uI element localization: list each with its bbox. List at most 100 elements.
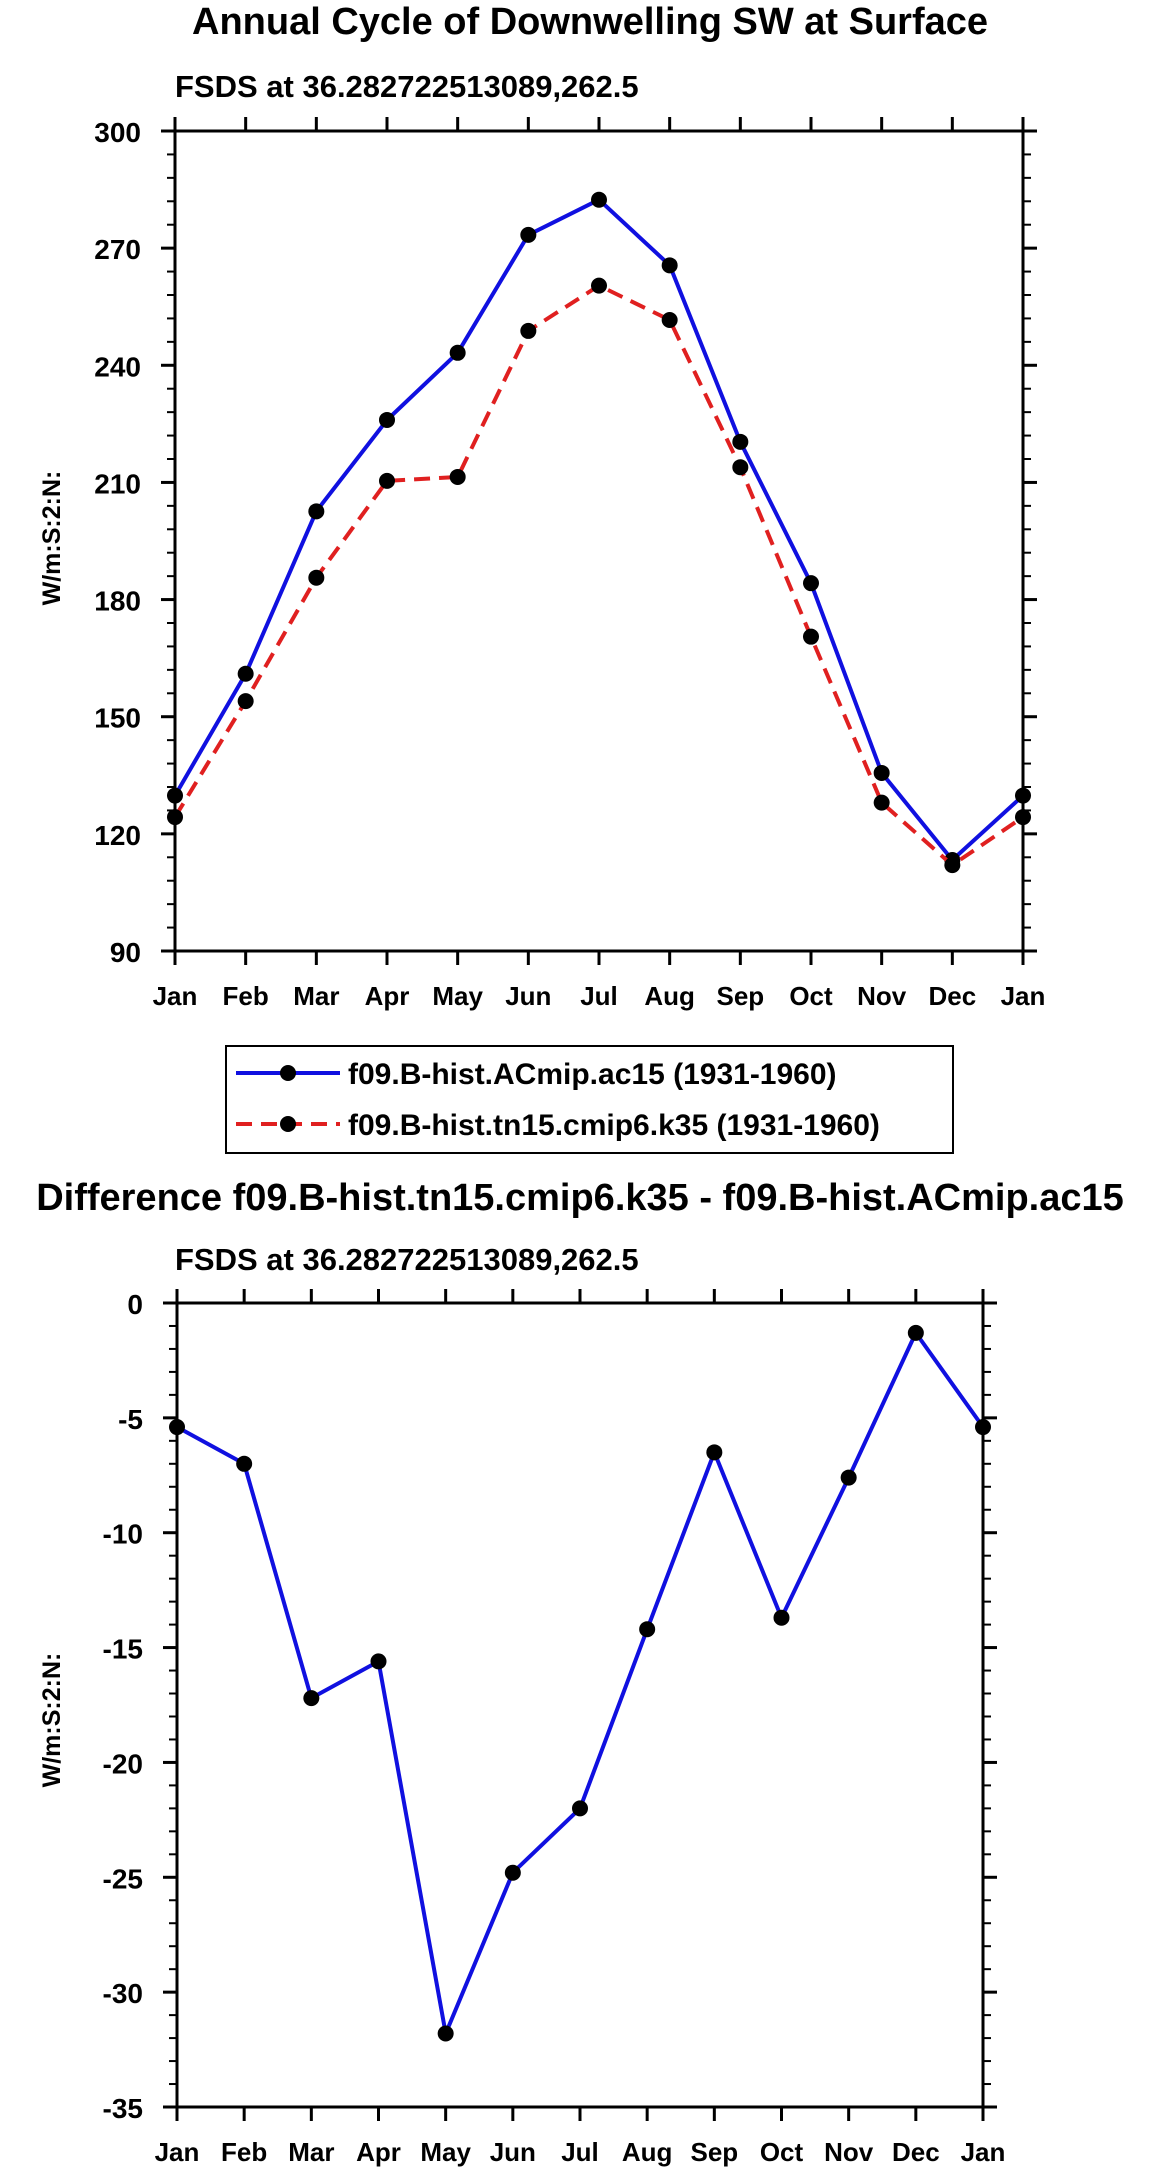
x-tick-label: May — [432, 981, 483, 1011]
x-tick-label: Jan — [1001, 981, 1046, 1011]
y-tick-label: -20 — [103, 1748, 143, 1779]
axis-ticks — [161, 117, 1037, 965]
plot-frame — [173, 129, 1025, 953]
x-tick-label: Aug — [622, 2137, 673, 2167]
plot-frame — [175, 1301, 985, 2109]
data-point — [572, 1800, 588, 1817]
y-tick-label: 90 — [110, 937, 141, 968]
x-tick-label: Apr — [356, 2137, 401, 2167]
data-point — [873, 794, 890, 811]
y-tick-label: -25 — [103, 1863, 143, 1894]
x-tick-label: Sep — [716, 981, 764, 1011]
x-tick-labels: Jan Feb Mar Apr May Jun Jul Aug Sep Oct Nov Dec Jan — [155, 2137, 1006, 2167]
y-tick-label: 300 — [94, 117, 141, 148]
x-tick-label: Dec — [892, 2137, 940, 2167]
y-tick-label: 150 — [94, 703, 141, 734]
x-tick-label: Nov — [857, 981, 907, 1011]
x-tick-label: Oct — [789, 981, 833, 1011]
data-point — [379, 472, 395, 489]
x-tick-label: Feb — [223, 981, 269, 1011]
legend-marker-series-1 — [280, 1065, 296, 1081]
y-tick-label: -10 — [103, 1519, 143, 1550]
data-point — [661, 311, 678, 328]
y-axis-label: W/m:S:2:N: — [38, 471, 66, 606]
data-point — [504, 1864, 521, 1881]
series-line — [176, 1330, 985, 2036]
y-tick-label: -15 — [103, 1634, 143, 1665]
data-point — [803, 628, 819, 645]
legend: f09.B-hist.ACmip.ac15 (1931-1960) f09.B-… — [225, 1045, 954, 1154]
data-point — [308, 569, 325, 586]
data-point — [591, 191, 607, 208]
data-point — [449, 468, 466, 485]
x-tick-label: May — [420, 2137, 471, 2167]
data-point — [944, 857, 961, 874]
data-point — [661, 257, 678, 274]
y-tick-label: 120 — [94, 820, 141, 851]
legend-box — [225, 1045, 954, 1154]
x-tick-label: Apr — [365, 981, 410, 1011]
legend-label-series-1: f09.B-hist.ACmip.ac15 (1931-1960) — [348, 1058, 837, 1091]
data-point — [236, 1455, 253, 1472]
series-group — [169, 1324, 991, 2042]
data-point — [449, 344, 466, 361]
data-point — [706, 1444, 723, 1461]
legend-label-series-2: f09.B-hist.tn15.cmip6.k35 (1931-1960) — [348, 1109, 880, 1142]
annual-cycle-chart: Annual Cycle of Downwelling SW at Surfac… — [38, 1, 1045, 1011]
x-tick-label: Sep — [690, 2137, 738, 2167]
x-tick-label: Dec — [928, 981, 976, 1011]
data-point — [520, 322, 537, 339]
y-tick-label: 0 — [127, 1289, 143, 1320]
data-point — [437, 2025, 454, 2042]
x-tick-label: Jun — [490, 2137, 536, 2167]
data-point — [237, 693, 254, 710]
y-tick-label: 270 — [94, 234, 141, 265]
data-point — [840, 1469, 857, 1486]
difference-chart: Difference f09.B-hist.tn15.cmip6.k35 - f… — [36, 1177, 1124, 2167]
data-point — [379, 411, 395, 428]
chart-subtitle: FSDS at 36.282722513089,262.5 — [175, 69, 639, 104]
x-tick-label: Jun — [505, 981, 551, 1011]
data-point — [237, 665, 254, 682]
data-point — [803, 575, 819, 592]
data-point — [308, 503, 325, 520]
data-point — [732, 459, 749, 476]
chart-title: Annual Cycle of Downwelling SW at Surfac… — [192, 1, 988, 43]
y-tick-label: 240 — [94, 351, 141, 382]
y-tick-label: 210 — [94, 468, 141, 499]
data-point — [907, 1324, 924, 1341]
x-tick-label: Jul — [561, 2137, 599, 2167]
data-point — [732, 433, 749, 450]
data-point — [873, 764, 890, 781]
x-tick-label: Oct — [760, 2137, 804, 2167]
x-tick-label: Aug — [644, 981, 695, 1011]
data-point — [303, 1690, 320, 1707]
series-line — [173, 197, 1025, 862]
y-axis-label: W/m:S:2:N: — [38, 1653, 66, 1788]
chart-subtitle: FSDS at 36.282722513089,262.5 — [175, 1242, 639, 1277]
axis-ticks — [163, 1289, 997, 2121]
data-point — [591, 277, 607, 294]
x-tick-label: Feb — [221, 2137, 267, 2167]
chart-title: Difference f09.B-hist.tn15.cmip6.k35 - f… — [36, 1177, 1124, 1219]
x-tick-label: Jan — [155, 2137, 200, 2167]
x-tick-labels: Jan Feb Mar Apr May Jun Jul Aug Sep Oct Nov Dec Jan — [153, 981, 1046, 1011]
x-tick-label: Mar — [288, 2137, 334, 2167]
data-point — [639, 1621, 656, 1638]
y-tick-label: 180 — [94, 586, 141, 617]
y-tick-label: -35 — [103, 2093, 143, 2124]
data-point — [773, 1609, 790, 1626]
x-tick-label: Jul — [580, 981, 618, 1011]
series-line — [173, 283, 1025, 868]
data-point — [520, 226, 537, 243]
x-tick-label: Jan — [961, 2137, 1006, 2167]
legend-marker-series-2 — [280, 1116, 296, 1132]
y-tick-label: -5 — [118, 1404, 143, 1435]
x-tick-label: Nov — [824, 2137, 874, 2167]
y-tick-labels: -35 -30 -25 -20 -15 -10 -5 0 — [103, 1289, 143, 2124]
y-tick-label: -30 — [103, 1978, 143, 2009]
x-tick-label: Jan — [153, 981, 198, 1011]
y-tick-labels: 90 120 150 180 210 240 270 300 — [94, 117, 141, 968]
x-tick-label: Mar — [293, 981, 339, 1011]
